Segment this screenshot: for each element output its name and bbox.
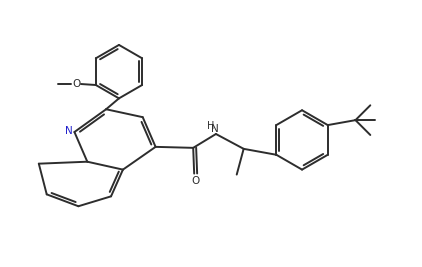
Text: O: O xyxy=(72,79,80,89)
Text: H: H xyxy=(207,121,215,131)
Text: N: N xyxy=(211,124,219,134)
Text: N: N xyxy=(65,126,73,136)
Text: O: O xyxy=(191,175,199,186)
